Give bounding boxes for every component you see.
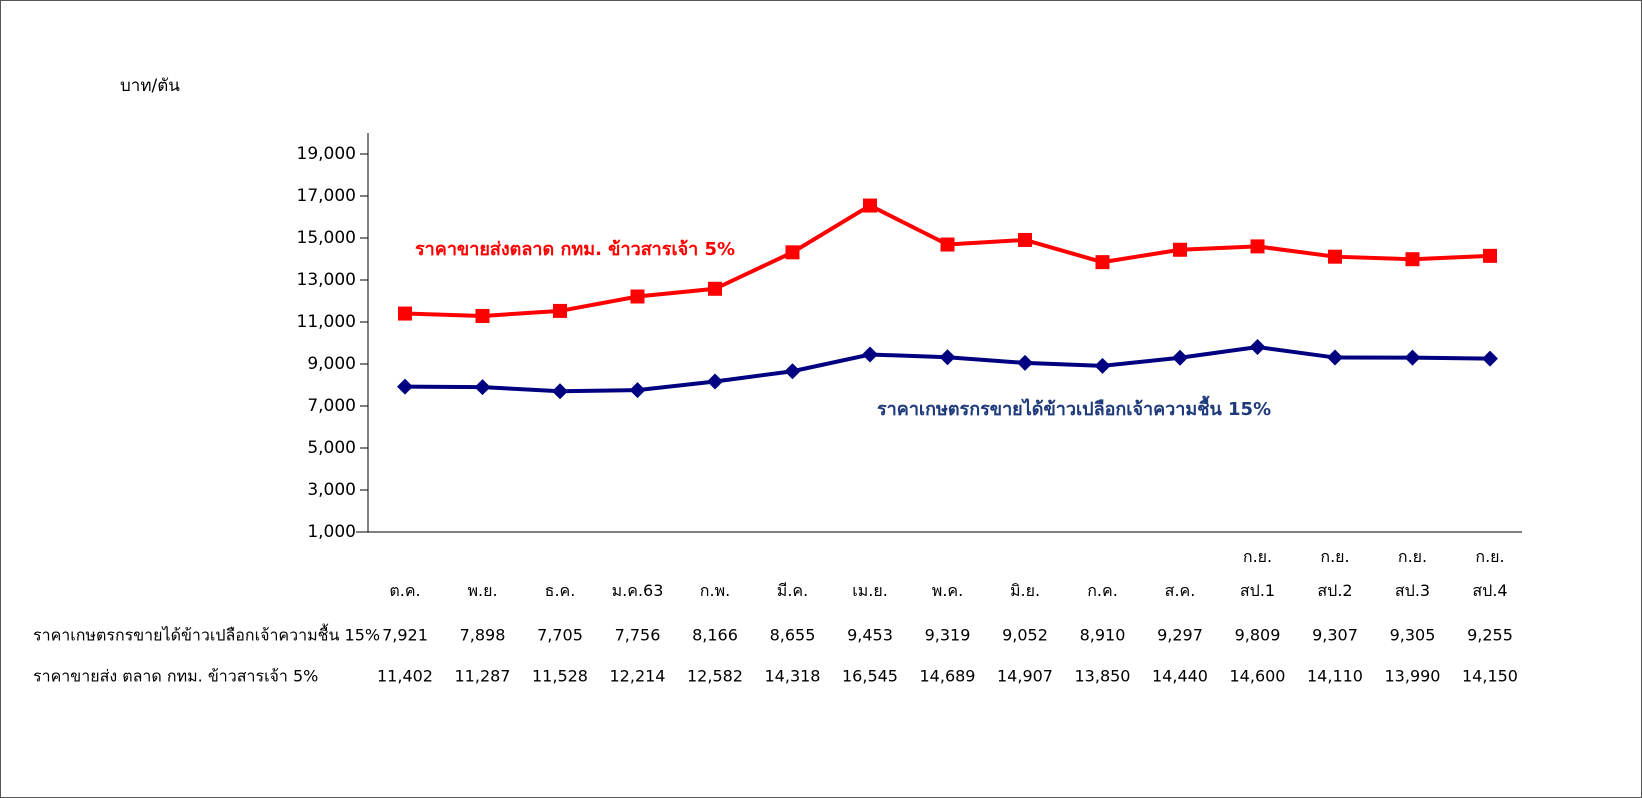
table-cell: 14,600 xyxy=(1230,667,1286,686)
table-cell: 9,255 xyxy=(1467,626,1513,645)
point xyxy=(1172,349,1188,366)
x-tick-label: เม.ย. xyxy=(852,581,888,600)
table-cell: 7,756 xyxy=(615,626,661,645)
y-tick-label: 13,000 xyxy=(297,270,356,290)
y-tick-label: 11,000 xyxy=(297,312,356,332)
table-cell: 9,453 xyxy=(847,626,893,645)
table-cell: 9,052 xyxy=(1002,626,1048,645)
x-tick-label: ต.ค. xyxy=(389,581,421,600)
table-cell: 9,319 xyxy=(925,626,971,645)
x-tick-label: ก.ย. สป.4 xyxy=(1472,547,1508,600)
table-cell: 9,305 xyxy=(1390,626,1436,645)
point xyxy=(708,281,722,296)
point xyxy=(1404,349,1421,366)
table-cell: 14,110 xyxy=(1307,667,1363,686)
table-cell: 9,307 xyxy=(1312,626,1358,645)
table-cell: 14,689 xyxy=(920,667,976,686)
point xyxy=(475,308,490,323)
table-cell: 11,402 xyxy=(377,667,433,686)
point xyxy=(1095,255,1110,270)
point xyxy=(1405,252,1420,267)
point xyxy=(940,237,955,252)
point xyxy=(1017,354,1033,371)
table-cell: 9,809 xyxy=(1235,626,1281,645)
table-cell: 13,850 xyxy=(1075,667,1131,686)
annotation: ราคาเกษตรกรขายได้ข้าวเปลือกเจ้าความชื้น … xyxy=(877,395,1271,420)
x-tick-label: ก.ค. xyxy=(1087,581,1118,600)
point xyxy=(863,198,877,213)
table-cell: 7,705 xyxy=(537,626,583,645)
x-tick-label: ก.ย. สป.3 xyxy=(1394,547,1431,600)
y-tick-label: 17,000 xyxy=(297,186,356,206)
point xyxy=(1249,339,1266,356)
table-cell: 11,287 xyxy=(455,667,511,686)
x-tick-label: ก.ย. สป.2 xyxy=(1317,547,1353,600)
table-cell: 14,440 xyxy=(1152,667,1208,686)
x-tick-label: ก.พ. xyxy=(699,581,731,600)
table-cell: 12,582 xyxy=(687,667,743,686)
point xyxy=(862,346,878,363)
x-tick-label: ม.ค.63 xyxy=(611,581,664,600)
point xyxy=(939,349,956,366)
x-tick-label: ธ.ค. xyxy=(544,581,576,600)
y-axis-label: บาท/ตัน xyxy=(120,76,180,96)
y-tick-label: 7,000 xyxy=(307,396,356,416)
table-cell: 14,907 xyxy=(997,667,1053,686)
point xyxy=(1094,357,1111,374)
table-cell: 13,990 xyxy=(1385,667,1441,686)
annotation: ราคาขายส่งตลาด กทม. ข้าวสารเจ้า 5% xyxy=(415,239,735,260)
point xyxy=(1173,242,1187,257)
x-tick-label: พ.ย. xyxy=(467,581,498,600)
point xyxy=(398,306,412,321)
point xyxy=(1250,239,1265,254)
point xyxy=(630,289,645,304)
point xyxy=(1482,350,1498,367)
table-cell: 8,166 xyxy=(692,626,738,645)
point xyxy=(474,379,491,396)
table-cell: 14,318 xyxy=(765,667,821,686)
point xyxy=(553,303,567,318)
table-cell: 8,655 xyxy=(770,626,816,645)
table-cell: 7,898 xyxy=(460,626,506,645)
point xyxy=(785,245,800,260)
x-tick-label: มิ.ย. xyxy=(1009,581,1041,600)
point xyxy=(629,382,646,399)
table-cell: 16,545 xyxy=(842,667,898,686)
point xyxy=(1483,248,1497,263)
x-tick-label: ส.ค. xyxy=(1164,581,1196,600)
table-cell: 9,297 xyxy=(1157,626,1203,645)
point xyxy=(707,373,723,390)
y-tick-label: 19,000 xyxy=(297,144,356,164)
table-row-label: ราคาขายส่ง ตลาด กทม. ข้าวสารเจ้า 5% xyxy=(33,667,318,686)
point xyxy=(1018,232,1032,247)
table-cell: 12,214 xyxy=(610,667,666,686)
point xyxy=(1327,349,1343,366)
x-tick-label: ก.ย. สป.1 xyxy=(1239,547,1276,600)
y-tick-label: 15,000 xyxy=(297,228,356,248)
y-tick-label: 3,000 xyxy=(307,480,356,500)
x-tick-label: มี.ค. xyxy=(776,581,809,600)
point xyxy=(784,363,801,380)
point xyxy=(1328,249,1342,264)
x-tick-label: พ.ค. xyxy=(931,581,964,600)
point xyxy=(397,378,413,395)
table-cell: 11,528 xyxy=(532,667,588,686)
table-cell: 14,150 xyxy=(1462,667,1518,686)
y-tick-label: 1,000 xyxy=(307,522,356,542)
point xyxy=(552,383,568,400)
table-cell: 8,910 xyxy=(1080,626,1126,645)
y-tick-label: 5,000 xyxy=(307,438,356,458)
y-tick-label: 9,000 xyxy=(307,354,356,374)
table-row-label: ราคาเกษตรกรขายได้ข้าวเปลือกเจ้าความชื้น … xyxy=(33,624,380,645)
table-cell: 7,921 xyxy=(382,626,428,645)
